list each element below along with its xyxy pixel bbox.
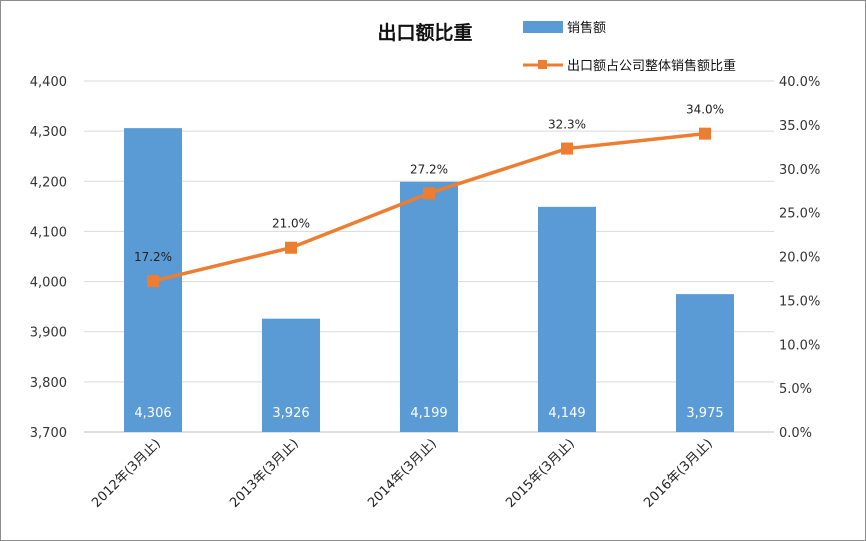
bar [262,318,320,432]
line-series: 17.2% 21.0% 27.2% 32.3% 34.0% [134,103,724,288]
bar-data-label: 4,149 [548,406,585,421]
category-axis: 2012年(3月止) 2013年(3月止) 2014年(3月止) 2015年(3月止)… [89,436,716,511]
bar-data-label: 4,199 [410,406,447,421]
right-tick-label: 10.0% [779,338,820,353]
left-tick-label: 3,700 [30,426,67,441]
line-marker [561,142,573,155]
right-tick-label: 15.0% [779,294,820,309]
right-axis: 0.0% 5.0% 10.0% 15.0% 20.0% 25.0% 30.0% 35.0% 40… [779,75,820,441]
line-data-label: 21.0% [272,217,310,231]
category-label: 2012年(3月止) [89,436,164,511]
line-data-label: 32.3% [548,118,586,132]
category-label: 2013年(3月止) [227,436,302,511]
left-tick-label: 3,900 [30,326,67,341]
left-tick-label: 4,100 [30,225,67,240]
line-data-label: 27.2% [410,162,448,176]
left-tick-label: 4,000 [30,276,67,291]
chart-title: 出口额比重 [377,21,472,44]
line-marker [699,127,711,140]
bar [676,294,734,432]
legend-line-label: 出口额占公司整体销售额比重 [567,58,736,74]
right-tick-label: 5.0% [779,382,812,397]
legend: 销售额 出口额占公司整体销售额比重 [523,20,736,74]
category-label: 2016年(3月止) [641,436,716,511]
bar [538,206,596,432]
line-marker [147,275,159,288]
bar-data-label: 3,975 [686,406,723,421]
right-tick-label: 0.0% [779,426,812,441]
bar-data-label: 4,306 [134,406,171,421]
legend-line-marker [538,60,547,69]
line-data-label: 34.0% [686,103,724,117]
line-marker [285,241,297,254]
left-tick-label: 4,200 [30,175,67,190]
line-marker [423,187,435,200]
bar-data-label: 3,926 [272,406,309,421]
right-tick-label: 40.0% [779,75,820,90]
bar [400,181,458,432]
left-tick-label: 4,300 [30,125,67,140]
bar-series: 4,306 3,926 4,199 4,149 3,975 [124,128,734,432]
legend-bar-label: 销售额 [567,20,606,36]
left-tick-label: 3,800 [30,376,67,391]
left-tick-label: 4,400 [30,75,67,90]
right-tick-label: 30.0% [779,163,820,178]
category-label: 2015年(3月止) [503,436,578,511]
right-tick-label: 25.0% [779,207,820,222]
left-axis: 3,700 3,800 3,900 4,000 4,100 4,200 4,300 4,400 [30,75,67,441]
category-label: 2014年(3月止) [365,436,440,511]
line-data-label: 17.2% [134,250,172,264]
right-tick-label: 35.0% [779,119,820,134]
legend-bar-swatch [523,21,563,33]
right-tick-label: 20.0% [779,251,820,266]
